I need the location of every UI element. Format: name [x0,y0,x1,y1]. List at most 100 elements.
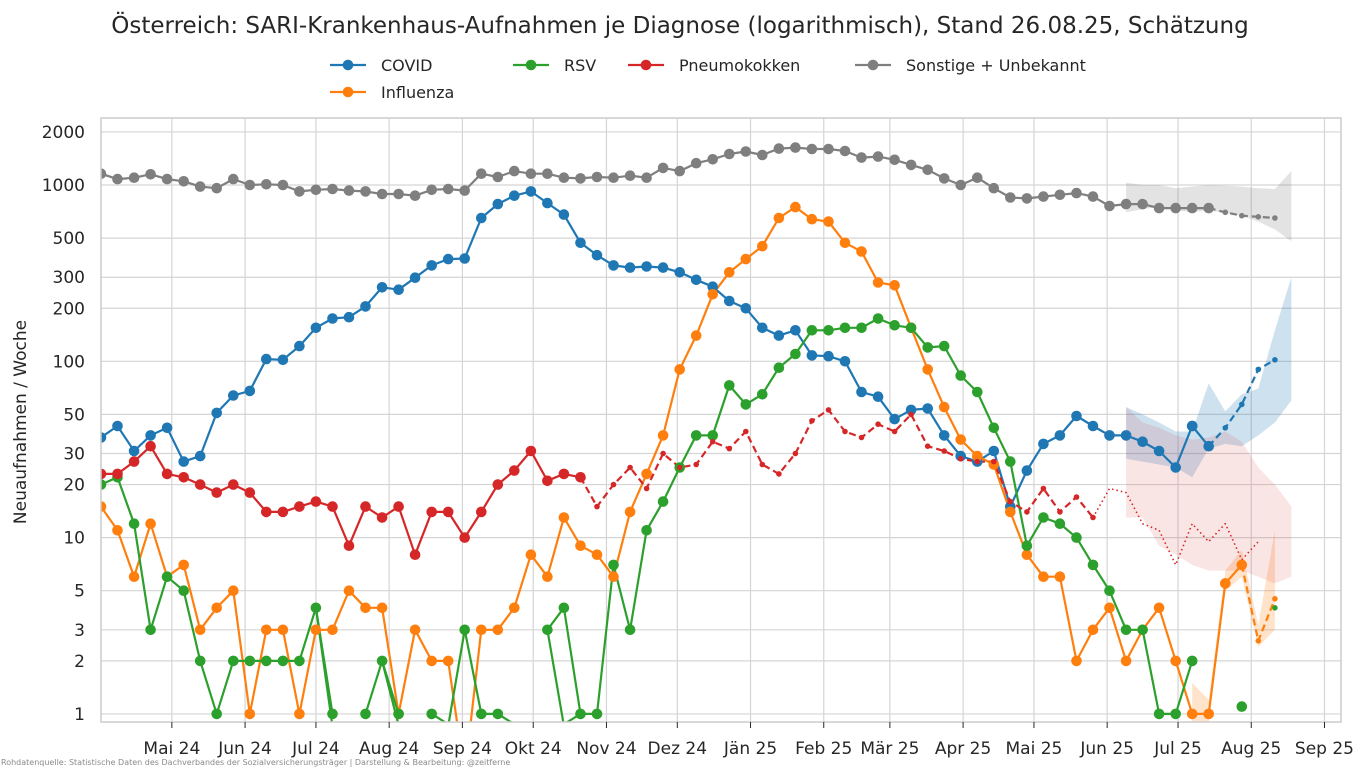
covid-point [542,197,553,209]
sonstige-unbekannt-point [228,173,239,185]
influenza-point [426,655,438,667]
influenza-point [1071,655,1082,667]
rsv-point [905,322,917,334]
pneumokokken-point [310,496,322,507]
pneumokokken-point [743,428,749,435]
pneumokokken-point [842,428,848,435]
sonstige-unbekannt-point [724,148,735,160]
sonstige-unbekannt-point [476,168,487,179]
covid-line [1207,358,1276,447]
pneumokokken-point [194,479,206,490]
covid-point [294,340,305,352]
pneumokokken-point [643,485,650,492]
influenza-point [1038,571,1049,582]
influenza-point [1203,708,1214,720]
covid-point [310,322,322,334]
pneumokokken-point [1024,509,1030,515]
influenza-point [128,571,140,582]
rsv-point [101,479,107,490]
covid-point [476,212,487,224]
influenza-point [509,602,520,614]
pneumokokken-point [908,411,914,418]
covid-point [988,445,1000,457]
x-tick-label: Jul 24 [291,739,340,759]
covid-point [740,303,752,314]
rsv-point [575,708,586,720]
pneumokokken-point [343,540,355,551]
rsv-point [128,518,140,529]
influenza-point [327,624,338,636]
x-tick-label: Jän 25 [723,739,777,759]
sonstige-unbekannt-point [757,149,768,161]
series-markers [101,142,1278,720]
plot-background [101,118,1341,722]
covid-point [938,430,950,441]
rsv-point [591,708,603,720]
legend-label: Influenza [381,83,454,102]
rsv-point [608,559,619,571]
influenza-point [955,434,966,445]
influenza-point [1087,624,1099,636]
y-tick-label: 300 [53,268,85,288]
pneumokokken-point [261,506,272,518]
covid-point [823,350,834,362]
x-tick-label: Aug 24 [359,739,419,759]
x-tick-label: Mai 25 [1006,739,1063,759]
rsv-point [558,602,570,614]
covid-point [492,198,504,210]
sonstige-unbekannt-point [1087,191,1099,202]
y-tick-label: 50 [63,405,85,425]
pneumokokken-point [101,468,107,480]
rsv-point [360,708,371,720]
rsv-point [194,655,206,667]
legend: COVID RSV Pneumokokken Sonstige + Unbekannt… [330,56,1086,102]
rsv-point [542,624,553,636]
x-tick-label: Aug 25 [1221,739,1281,759]
sonstige-unbekannt-point [178,176,189,187]
rsv-point [707,430,718,441]
covid-point [1170,462,1181,473]
covid-point [1137,436,1148,448]
legend-item-covid: COVID [330,56,432,75]
sonstige-unbekannt-point [591,171,603,183]
sonstige-unbekannt-point [1071,187,1082,199]
pneumokokken-point [558,468,570,480]
y-tick-label: 10 [63,529,85,549]
pneumokokken-point [1040,485,1047,492]
rsv-point [790,348,801,360]
x-tick-label: Mai 24 [143,739,200,759]
rsv-line [546,317,1194,716]
influenza-point [277,624,289,636]
covid-point [558,209,570,220]
sonstige-unbekannt-point [988,182,1000,194]
rsv-point [1021,540,1033,551]
y-axis-ticks: 1 2 3 5 10 20 30 50 100 200 300 500 1000 2000 [42,123,85,725]
rsv-point [773,362,785,374]
covid-point [872,391,884,403]
covid-point [1038,438,1049,450]
influenza-point [1104,602,1115,614]
covid-point [905,404,917,416]
x-tick-label: Sep 25 [1295,739,1354,759]
rsv-point [244,655,256,667]
covid-point [194,450,206,462]
sonstige-unbekannt-point [839,145,851,157]
sonstige-unbekannt-point [624,170,636,181]
covid-point [228,390,239,401]
rsv-point [277,655,289,667]
legend-label: RSV [564,56,596,75]
pneumokokken-point [228,479,239,490]
sonstige-unbekannt-point [244,179,256,191]
pneumokokken-point [776,471,782,477]
rsv-point [988,422,1000,434]
covid-point [690,274,702,286]
sonstige-unbekannt-point [1186,202,1198,214]
rsv-point [823,325,834,336]
rsv-point [641,525,652,536]
covid-point [707,281,718,293]
sonstige-unbekannt-point [1054,189,1066,201]
footnote: Rohdatenquelle: Statistische Daten des D… [1,758,510,767]
covid-point [261,353,272,365]
influenza-point [724,267,735,278]
covid-point [409,272,421,284]
